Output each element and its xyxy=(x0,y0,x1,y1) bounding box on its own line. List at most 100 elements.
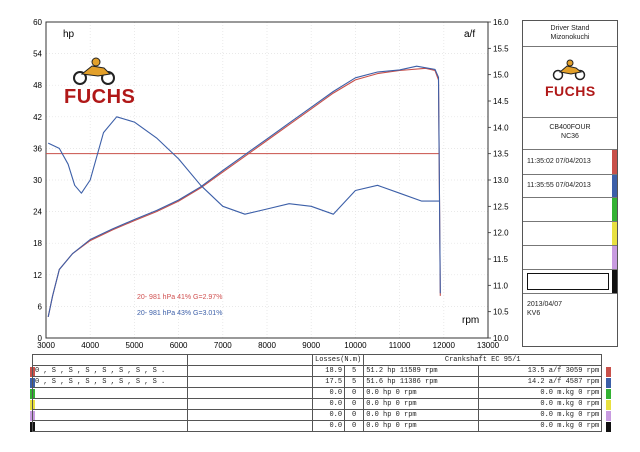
y-left-tick-label: 18 xyxy=(33,239,42,248)
panel-fuchs-wordmark: FUCHS xyxy=(545,83,596,99)
fuchs-wordmark: FUCHS xyxy=(64,86,136,108)
table-row: 0.0 0 0.0 hp 0 rpm 0.0 m.kg 0 rpm xyxy=(32,398,603,410)
bike-section: CB400FOUR NC36 xyxy=(523,118,617,150)
y-left-tick-label: 36 xyxy=(33,144,42,153)
y-right-tick-label: 13.0 xyxy=(493,176,509,185)
crank-header: Crankshaft EC 95/1 xyxy=(363,354,603,366)
x-tick-label: 7000 xyxy=(214,341,232,350)
table-row: 0.0 0 0.0 hp 0 rpm 0.0 m.kg 0 rpm xyxy=(32,409,603,421)
losses-header: Losses(N.m) xyxy=(311,354,365,366)
y-left-tick-label: 54 xyxy=(33,50,42,59)
x-tick-label: 11000 xyxy=(389,341,411,350)
run-1-swatch xyxy=(612,150,617,174)
y-right-tick-label: 15.5 xyxy=(493,44,509,53)
peak-af: 14.2 a/f 4587 rpm xyxy=(478,376,603,388)
motorcycle-logo-icon xyxy=(552,59,586,81)
y-right-tick-label: 10.5 xyxy=(493,308,509,317)
loss-value: 0.0 xyxy=(311,409,346,421)
station-location: Mizonokuchi xyxy=(550,34,590,41)
loss-count: 0 xyxy=(344,409,365,421)
y-right-tick-label: 14.0 xyxy=(493,123,509,132)
run-slot-3 xyxy=(523,198,617,222)
run-slot-5 xyxy=(523,246,617,270)
x-tick-label: 4000 xyxy=(81,341,99,350)
y-left-tick-label: 30 xyxy=(33,176,42,185)
run-settings: 0 , S , S , S , S , S , S , S . xyxy=(32,365,188,377)
table-header-row: Losses(N.m) Crankshaft EC 95/1 xyxy=(32,354,603,366)
run-2-time: 11:35:55 07/04/2013 xyxy=(527,182,591,189)
power-line-1 xyxy=(47,67,441,318)
peak-af: 0.0 m.kg 0 rpm xyxy=(478,420,603,432)
peak-power: 0.0 hp 0 rpm xyxy=(363,398,480,410)
y-right-tick-label: 10.0 xyxy=(493,334,509,343)
y-right-tick-label: 11.0 xyxy=(493,281,509,290)
peak-power: 0.0 hp 0 rpm xyxy=(363,387,480,399)
run-1-time: 11:35:02 07/04/2013 xyxy=(527,158,591,165)
chart-series xyxy=(46,65,441,318)
x-tick-label: 6000 xyxy=(170,341,188,350)
run-5-swatch xyxy=(612,246,617,269)
table-row: 0.0 0 0.0 hp 0 rpm 0.0 m.kg 0 rpm xyxy=(32,387,603,399)
motorcycle-rider-icon xyxy=(73,57,115,85)
y-left-tick-label: 24 xyxy=(33,208,42,217)
y-left-tick-label: 42 xyxy=(33,113,42,122)
footer-date: 2013/04/07 xyxy=(527,301,563,308)
peak-af: 0.0 m.kg 0 rpm xyxy=(478,409,603,421)
loss-count: 0 xyxy=(344,387,365,399)
y-right-tick-label: 13.5 xyxy=(493,150,509,159)
fuchs-logo: FUCHS xyxy=(64,56,135,112)
table-row: 0 , S , S , S , S , S , S , S . 18.9 5 5… xyxy=(32,365,603,377)
run-slot-4 xyxy=(523,222,617,246)
x-tick-label: 10000 xyxy=(344,341,367,350)
y-left-tick-label: 60 xyxy=(33,18,42,27)
loss-value: 0.0 xyxy=(311,387,346,399)
bike-code: NC36 xyxy=(561,133,579,140)
x-tick-label: 5000 xyxy=(126,341,144,350)
panel-logo-section: FUCHS xyxy=(523,47,617,118)
air-fuel-line xyxy=(47,116,440,215)
y-right-tick-label: 15.0 xyxy=(493,71,509,80)
y-right-tick-label: 11.5 xyxy=(493,255,509,264)
peak-power: 0.0 hp 0 rpm xyxy=(363,409,480,421)
peak-power: 0.0 hp 0 rpm xyxy=(363,420,480,432)
station-section: Driver Stand Mizonokuchi xyxy=(523,21,617,47)
run-6-box xyxy=(527,273,609,290)
footer-code: KV6 xyxy=(527,310,541,317)
peak-af: 0.0 m.kg 0 rpm xyxy=(478,387,603,399)
loss-count: 0 xyxy=(344,398,365,410)
loss-value: 18.9 xyxy=(311,365,346,377)
peak-power: 51.6 hp 11386 rpm xyxy=(363,376,480,388)
y-left-tick-label: 6 xyxy=(38,302,43,311)
table-row: 0.0 0 0.0 hp 0 rpm 0.0 m.kg 0 rpm xyxy=(32,420,603,432)
loss-value: 17.5 xyxy=(311,376,346,388)
run-slot-1: 11:35:02 07/04/2013 xyxy=(523,150,617,175)
run2-conditions: 20- 981 hPa 43% G=3.01% xyxy=(137,310,222,317)
run-settings xyxy=(32,398,188,410)
power-line-2 xyxy=(47,65,441,318)
y-right-tick-label: 16.0 xyxy=(493,18,509,27)
y-left-tick-label: 0 xyxy=(38,334,43,343)
run-4-swatch xyxy=(612,222,617,245)
loss-count: 5 xyxy=(344,376,365,388)
y-left-tick-label: 12 xyxy=(33,271,42,280)
x-tick-label: 8000 xyxy=(258,341,276,350)
peak-power: 51.2 hp 11589 rpm xyxy=(363,365,480,377)
loss-count: 0 xyxy=(344,420,365,432)
run-2-swatch xyxy=(612,175,617,197)
x-tick-label: 9000 xyxy=(302,341,320,350)
info-panel: Driver Stand Mizonokuchi FUCHS CB400FOUR… xyxy=(522,20,618,347)
run-settings: 0 , S , S , S , S , S , S , S . xyxy=(32,376,188,388)
y-left-label: hp xyxy=(63,29,75,40)
y-right-tick-label: 12.0 xyxy=(493,229,509,238)
run1-conditions: 20- 981 hPa 41% G=2.97% xyxy=(137,294,222,301)
loss-count: 5 xyxy=(344,365,365,377)
station-name: Driver Stand xyxy=(550,25,590,32)
footer-section: 2013/04/07 KV6 xyxy=(523,294,617,318)
peak-af: 13.5 a/f 3059 rpm xyxy=(478,365,603,377)
x-tick-label: 12000 xyxy=(433,341,456,350)
loss-value: 0.0 xyxy=(311,420,346,432)
bike-model: CB400FOUR xyxy=(549,124,591,131)
peak-af: 0.0 m.kg 0 rpm xyxy=(478,398,603,410)
run-6-swatch xyxy=(612,270,617,293)
x-axis-label: rpm xyxy=(462,315,479,326)
